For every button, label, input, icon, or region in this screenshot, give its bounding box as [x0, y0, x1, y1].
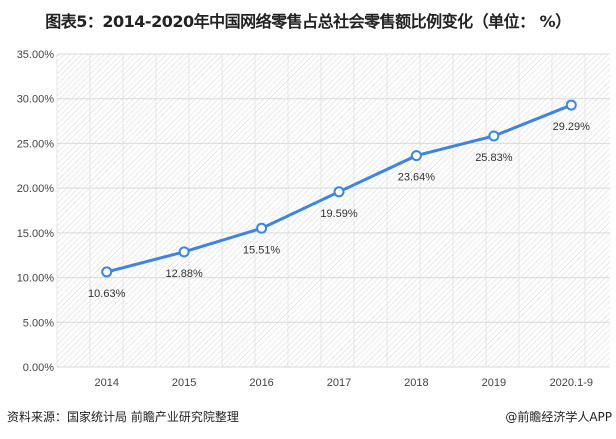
- data-point: [565, 99, 577, 111]
- data-point: [256, 222, 268, 234]
- data-label: 10.63%: [88, 288, 126, 300]
- x-tick-label: 2015: [172, 377, 196, 389]
- data-point: [178, 246, 190, 258]
- data-label: 25.83%: [475, 152, 513, 164]
- x-tick-label: 2020.1-9: [550, 377, 593, 389]
- data-label: 19.59%: [320, 208, 358, 220]
- plot-background: [57, 54, 610, 367]
- x-tick-label: 2014: [94, 377, 118, 389]
- source-note: 资料来源：国家统计局 前瞻产业研究院整理: [7, 410, 239, 424]
- x-tick-label: 2019: [482, 377, 506, 389]
- y-tick-label: 25.00%: [17, 138, 55, 150]
- y-tick-label: 5.00%: [23, 317, 54, 329]
- data-label: 12.88%: [165, 268, 203, 280]
- data-point: [488, 130, 500, 142]
- line-chart: 0.00% 5.00% 10.00% 15.00% 20.00% 25.00% 30.00%…: [17, 49, 610, 389]
- data-label: 15.51%: [243, 244, 281, 256]
- data-label: 29.29%: [553, 121, 591, 133]
- y-tick-label: 30.00%: [17, 94, 55, 106]
- y-tick-label: 20.00%: [17, 183, 55, 195]
- x-tick-label: 2016: [249, 377, 273, 389]
- y-tick-label: 10.00%: [17, 273, 55, 285]
- data-point: [101, 266, 113, 278]
- credit-note: @前瞻经济学人APP: [505, 410, 612, 424]
- data-point: [333, 186, 345, 198]
- chart-title: 图表5：2014-2020年中国网络零售占总社会零售额比例变化（单位： %）: [45, 12, 571, 31]
- data-point: [410, 150, 422, 162]
- y-tick-label: 0.00%: [23, 362, 54, 374]
- y-tick-label: 15.00%: [17, 228, 55, 240]
- y-tick-label: 35.00%: [17, 49, 55, 61]
- x-tick-label: 2018: [404, 377, 428, 389]
- data-label: 23.64%: [398, 172, 436, 184]
- x-tick-label: 2017: [327, 377, 351, 389]
